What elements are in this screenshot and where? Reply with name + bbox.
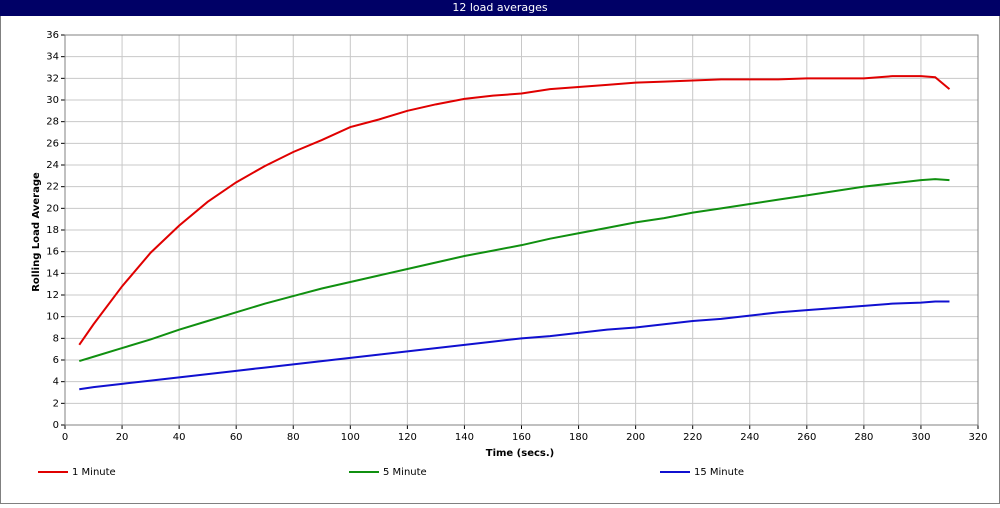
x-tick-label: 140 <box>455 432 474 443</box>
x-tick-label: 60 <box>230 432 243 443</box>
series-line <box>79 300 950 391</box>
x-axis-title: Time (secs.) <box>486 448 555 459</box>
x-tick-label: 40 <box>173 432 186 443</box>
y-tick-label: 18 <box>46 225 59 236</box>
y-tick-label: 36 <box>46 30 59 41</box>
legend-label: 5 Minute <box>383 467 427 478</box>
y-tick-label: 16 <box>46 247 59 258</box>
y-tick-label: 10 <box>46 312 59 323</box>
x-tick-label: 240 <box>740 432 759 443</box>
x-tick-label: 180 <box>569 432 588 443</box>
x-tick-label: 160 <box>512 432 531 443</box>
legend-label: 1 Minute <box>72 467 116 478</box>
legend-label: 15 Minute <box>694 467 744 478</box>
x-tick-label: 280 <box>854 432 873 443</box>
y-tick-label: 14 <box>46 268 59 279</box>
y-tick-label: 6 <box>53 355 59 366</box>
title-bar <box>0 0 1000 16</box>
x-tick-label: 200 <box>626 432 645 443</box>
y-tick-label: 12 <box>46 290 59 301</box>
y-tick-label: 20 <box>46 203 59 214</box>
y-tick-label: 32 <box>46 73 59 84</box>
y-tick-label: 28 <box>46 117 59 128</box>
x-tick-label: 300 <box>911 432 930 443</box>
y-tick-label: 34 <box>46 52 59 63</box>
y-tick-label: 24 <box>46 160 59 171</box>
x-tick-label: 0 <box>62 432 68 443</box>
y-axis-title: Rolling Load Average <box>31 172 42 292</box>
y-tick-label: 30 <box>46 95 59 106</box>
x-tick-label: 120 <box>398 432 417 443</box>
x-tick-label: 80 <box>287 432 300 443</box>
series-line <box>78 75 951 346</box>
chart-title: 12 load averages <box>452 1 548 14</box>
y-tick-label: 0 <box>53 420 59 431</box>
y-tick-label: 4 <box>53 377 59 388</box>
x-tick-label: 220 <box>683 432 702 443</box>
x-tick-label: 20 <box>116 432 129 443</box>
x-tick-label: 260 <box>797 432 816 443</box>
y-tick-label: 22 <box>46 182 59 193</box>
y-tick-label: 26 <box>46 138 59 149</box>
plot-border <box>64 34 979 426</box>
series-line <box>78 178 950 363</box>
x-tick-label: 320 <box>968 432 987 443</box>
y-tick-label: 2 <box>53 398 59 409</box>
y-tick-label: 8 <box>53 333 59 344</box>
x-tick-label: 100 <box>341 432 360 443</box>
